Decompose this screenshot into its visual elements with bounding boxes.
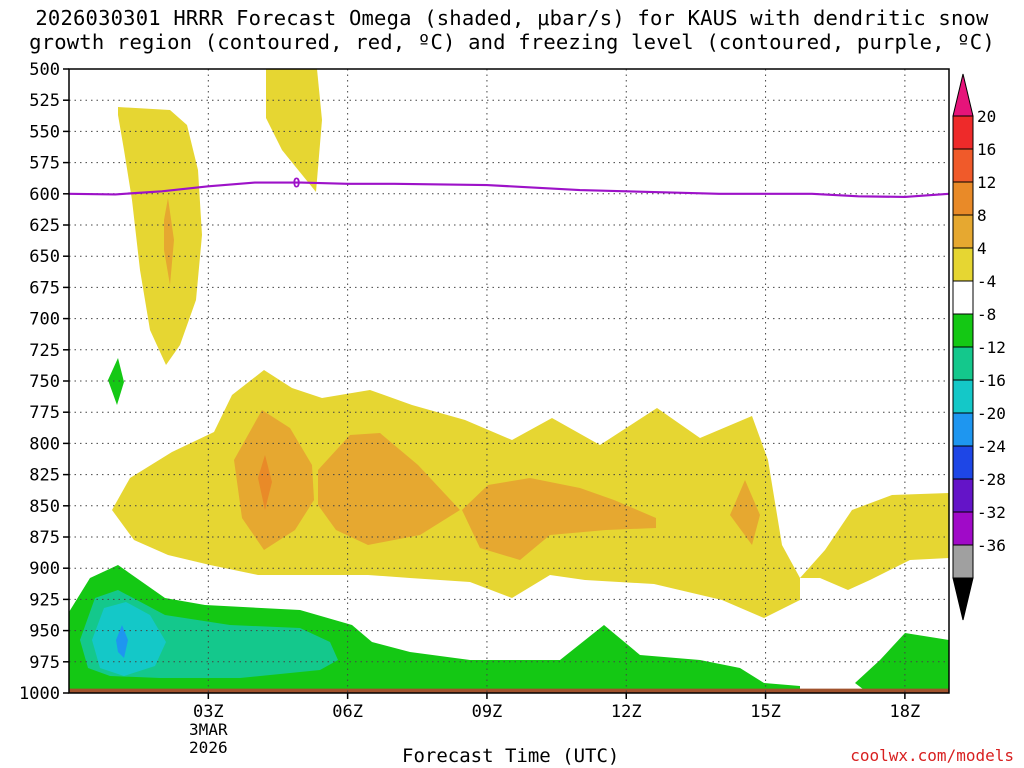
colorbar: 20 16 12 8 4 -4 -8 -12 -16 -20 -24 -28 -32 -36 xyxy=(952,73,1006,621)
colorbar-label-11: -28 xyxy=(977,470,1006,489)
title-line-1: 2026030301 HRRR Forecast Omega (shaded, … xyxy=(35,6,989,30)
x-tick-label-4: 15Z xyxy=(750,702,781,722)
omega-top-band xyxy=(266,69,322,192)
y-tick-label-13: 825 xyxy=(29,466,60,486)
y-tick-label-19: 975 xyxy=(29,653,60,673)
contour-lines: 0 xyxy=(69,69,949,199)
omega-low-core-2 xyxy=(92,602,166,676)
y-tick-label-4: 600 xyxy=(29,185,60,205)
y-tick-label-3: 575 xyxy=(29,154,60,174)
y-tick-label-2: 550 xyxy=(29,122,60,142)
omega-low-band-2 xyxy=(855,633,949,693)
y-tick-label-17: 925 xyxy=(29,590,60,610)
colorbar-bin-3 xyxy=(952,214,974,249)
y-tick-label-1: 525 xyxy=(29,91,60,111)
colorbar-bin-8 xyxy=(952,379,974,414)
y-tick-label-5: 625 xyxy=(29,216,60,236)
colorbar-bottom-arrow xyxy=(952,577,974,621)
omega-low-core-3 xyxy=(116,625,128,658)
y-tick-label-9: 725 xyxy=(29,341,60,361)
colorbar-label-12: -32 xyxy=(977,503,1006,522)
omega-upper-band-core xyxy=(164,198,174,285)
colorbar-bin-5 xyxy=(952,280,974,315)
colorbar-top-arrow xyxy=(952,73,974,117)
y-tick-label-10: 750 xyxy=(29,372,60,392)
colorbar-label-8: -16 xyxy=(977,371,1006,390)
colorbar-label-0: 20 xyxy=(977,107,996,126)
y-tick-label-15: 875 xyxy=(29,528,60,548)
x-tick-label-5: 18Z xyxy=(890,702,921,722)
omega-shading xyxy=(69,69,949,693)
colorbar-label-6: -8 xyxy=(977,305,996,324)
y-tick-label-20: 1000 xyxy=(19,684,60,704)
y-tick-label-8: 700 xyxy=(29,310,60,330)
site-credit: coolwx.com/models xyxy=(850,746,1014,765)
y-axis: 500 525 550 575 600 625 650 675 700 725 750 775 800 8… xyxy=(19,60,69,704)
y-tick-label-14: 850 xyxy=(29,497,60,517)
freezing-level-line xyxy=(69,181,949,199)
x-tick-label-1: 06Z xyxy=(332,702,363,722)
colorbar-label-13: -36 xyxy=(977,536,1006,555)
colorbar-label-3: 8 xyxy=(977,206,987,225)
x-tick-label-2: 09Z xyxy=(472,702,503,722)
colorbar-bin-9 xyxy=(952,412,974,447)
colorbar-bin-11 xyxy=(952,478,974,513)
chart-title: 2026030301 HRRR Forecast Omega (shaded, … xyxy=(0,6,1024,54)
colorbar-label-4: 4 xyxy=(977,239,987,258)
colorbar-bin-0 xyxy=(952,115,974,150)
omega-green-isle xyxy=(108,358,124,405)
x-axis-label: Forecast Time (UTC) xyxy=(402,745,620,767)
x-tick-sublabel-0-1: 2026 xyxy=(189,738,228,757)
grid-lines xyxy=(69,69,949,693)
y-tick-label-7: 675 xyxy=(29,278,60,298)
colorbar-bin-12 xyxy=(952,511,974,546)
omega-mid-band-core-4 xyxy=(730,480,760,545)
y-tick-label-12: 800 xyxy=(29,434,60,454)
colorbar-bin-13 xyxy=(952,544,974,579)
y-tick-label-6: 650 xyxy=(29,247,60,267)
omega-upper-band xyxy=(118,107,202,365)
colorbar-bin-1 xyxy=(952,148,974,183)
omega-mid-band-core-1 xyxy=(234,410,314,550)
colorbar-bin-10 xyxy=(952,445,974,480)
colorbar-label-7: -12 xyxy=(977,338,1006,357)
colorbar-label-10: -24 xyxy=(977,437,1006,456)
surface-bar xyxy=(69,688,949,693)
omega-right-band xyxy=(800,493,949,590)
x-tick-label-0: 03Z xyxy=(193,702,224,722)
y-tick-label-16: 900 xyxy=(29,559,60,579)
freezing-level-label: 0 xyxy=(293,177,301,192)
omega-mid-band-core-3 xyxy=(462,478,656,560)
omega-mid-band-core-2 xyxy=(318,433,460,545)
title-line-2: growth region (contoured, red, ºC) and f… xyxy=(29,30,995,54)
y-tick-label-18: 950 xyxy=(29,622,60,642)
colorbar-bin-7 xyxy=(952,346,974,381)
colorbar-label-2: 12 xyxy=(977,173,996,192)
colorbar-label-5: -4 xyxy=(977,272,996,291)
colorbar-label-1: 16 xyxy=(977,140,996,159)
omega-mid-band-peak xyxy=(258,455,272,510)
x-tick-sublabel-0-0: 3MAR xyxy=(189,720,228,739)
colorbar-bin-6 xyxy=(952,313,974,348)
colorbar-label-9: -20 xyxy=(977,404,1006,423)
colorbar-bin-2 xyxy=(952,181,974,216)
y-tick-label-11: 775 xyxy=(29,403,60,423)
x-tick-label-3: 12Z xyxy=(611,702,642,722)
colorbar-bin-4 xyxy=(952,247,974,282)
y-tick-label-0: 500 xyxy=(29,60,60,80)
